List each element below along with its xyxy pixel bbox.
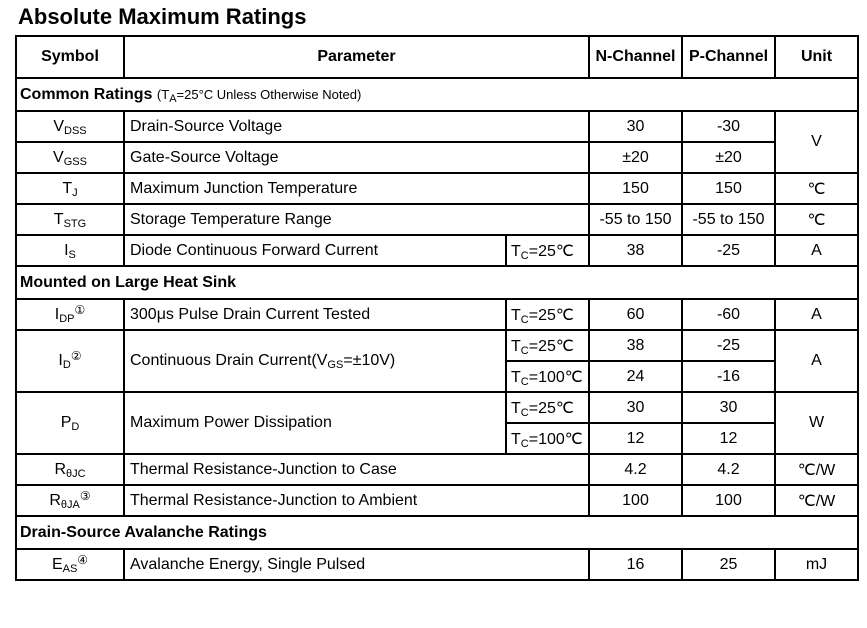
n-channel-value: -55 to 150 [588,203,683,236]
footnote-marker: ② [70,349,82,363]
ratings-table: Symbol Parameter N-Channel P-Channel Uni… [15,35,859,581]
parameter-cell: Gate-Source Voltage [123,141,590,174]
p-channel-value: -55 to 150 [681,203,776,236]
unit-cell: A [774,298,859,331]
table-row: VGSS Gate-Source Voltage ±20 ±20 [15,141,858,174]
symbol-cell: VDSS [15,110,125,143]
parameter-cell: Diode Continuous Forward Current [123,234,507,267]
p-channel-value: -16 [681,360,776,393]
p-channel-header: P-Channel [681,35,776,79]
section-row: Common Ratings (TA=25°C Unless Otherwise… [15,77,859,112]
p-channel-value: 4.2 [681,453,776,486]
parameter-cell: 300μs Pulse Drain Current Tested [123,298,507,331]
parameter-cell: Storage Temperature Range [123,203,590,236]
parameter-cell: Maximum Power Dissipation [123,391,507,455]
p-channel-value: -25 [681,234,776,267]
p-channel-value: 12 [681,422,776,455]
section-title-common: Common Ratings (TA=25°C Unless Otherwise… [15,77,859,112]
n-channel-value: 38 [588,329,683,362]
n-channel-value: 30 [588,110,683,143]
footnote-marker: ① [74,302,86,317]
p-channel-value: 100 [681,484,776,517]
n-channel-value: 12 [588,422,683,455]
condition-cell: TC=25℃ [505,329,590,362]
p-channel-value: ±20 [681,141,776,174]
unit-header: Unit [774,35,859,79]
section-row: Drain-Source Avalanche Ratings [15,515,859,550]
section-note: (TA=25°C Unless Otherwise Noted) [156,86,362,105]
table-row: TC=100℃ 12 12 [16,422,858,455]
footnote-marker: ③ [79,488,91,503]
symbol-cell: TJ [15,172,125,205]
footnote-marker: ④ [77,552,89,567]
n-channel-value: 16 [588,548,683,581]
n-channel-value: 24 [588,360,683,393]
n-channel-value: ±20 [588,141,683,174]
unit-cell: V [774,110,859,174]
p-channel-value: 150 [681,172,776,205]
table-row: EAS④ Avalanche Energy, Single Pulsed 16 … [15,548,859,581]
section-title-heat-sink: Mounted on Large Heat Sink [15,265,859,300]
table-row: RθJA③ Thermal Resistance-Junction to Amb… [15,484,859,517]
condition-cell: TC=100℃ [505,360,590,393]
table-row: IDP① 300μs Pulse Drain Current Tested TC… [15,298,859,331]
symbol-cell: TSTG [15,203,125,236]
condition-cell: TC=25℃ [505,234,590,267]
parameter-cell: Maximum Junction Temperature [123,172,590,205]
symbol-cell: EAS④ [15,548,125,581]
p-channel-value: -30 [681,110,776,143]
header-row: Symbol Parameter N-Channel P-Channel Uni… [15,35,859,79]
condition-cell: TC=100℃ [505,422,590,455]
table-row: PD Maximum Power Dissipation TC=25℃ 30 3… [15,391,859,455]
condition-cell: TC=25℃ [505,391,590,424]
parameter-cell: Continuous Drain Current(VGS=±10V) [123,329,507,393]
symbol-cell: ID② [15,329,125,393]
symbol-cell: RθJA③ [15,484,125,517]
parameter-cell: Thermal Resistance-Junction to Case [123,453,590,486]
table-row: IS Diode Continuous Forward Current TC=2… [15,234,859,267]
unit-cell: A [774,329,859,393]
n-channel-value: 60 [588,298,683,331]
n-channel-value: 30 [588,391,683,424]
unit-cell: mJ [774,548,859,581]
section-title-avalanche: Drain-Source Avalanche Ratings [15,515,859,550]
page-title: Absolute Maximum Ratings [18,4,307,29]
table-row: TSTG Storage Temperature Range -55 to 15… [15,203,859,236]
n-channel-value: 38 [588,234,683,267]
symbol-cell: IDP① [15,298,125,331]
n-channel-header: N-Channel [588,35,683,79]
section-title-text: Common Ratings [20,85,153,103]
section-row: Mounted on Large Heat Sink [15,265,859,300]
p-channel-value: -25 [681,329,776,362]
p-channel-value: 30 [681,391,776,424]
table-row: TJ Maximum Junction Temperature 150 150 … [15,172,859,205]
symbol-cell: PD [15,391,125,455]
symbol-cell: IS [15,234,125,267]
parameter-cell: Thermal Resistance-Junction to Ambient [123,484,590,517]
table-row: TC=100℃ 24 -16 [16,360,858,393]
unit-cell: ℃ [774,203,859,236]
unit-cell: ℃/W [774,453,859,486]
n-channel-value: 4.2 [588,453,683,486]
parameter-cell: Avalanche Energy, Single Pulsed [123,548,590,581]
condition-cell: TC=25℃ [505,298,590,331]
n-channel-value: 100 [588,484,683,517]
p-channel-value: 25 [681,548,776,581]
unit-cell: ℃/W [774,484,859,517]
symbol-header: Symbol [15,35,125,79]
symbol-cell: RθJC [15,453,125,486]
table-row: VDSS Drain-Source Voltage 30 -30 V [15,110,859,174]
n-channel-value: 150 [588,172,683,205]
unit-cell: W [774,391,859,455]
symbol-cell: VGSS [15,141,125,174]
unit-cell: ℃ [774,172,859,205]
unit-cell: A [774,234,859,267]
table-row: RθJC Thermal Resistance-Junction to Case… [15,453,859,486]
parameter-cell: Drain-Source Voltage [123,110,590,143]
p-channel-value: -60 [681,298,776,331]
table-row: ID② Continuous Drain Current(VGS=±10V) T… [15,329,859,393]
parameter-header: Parameter [123,35,590,79]
